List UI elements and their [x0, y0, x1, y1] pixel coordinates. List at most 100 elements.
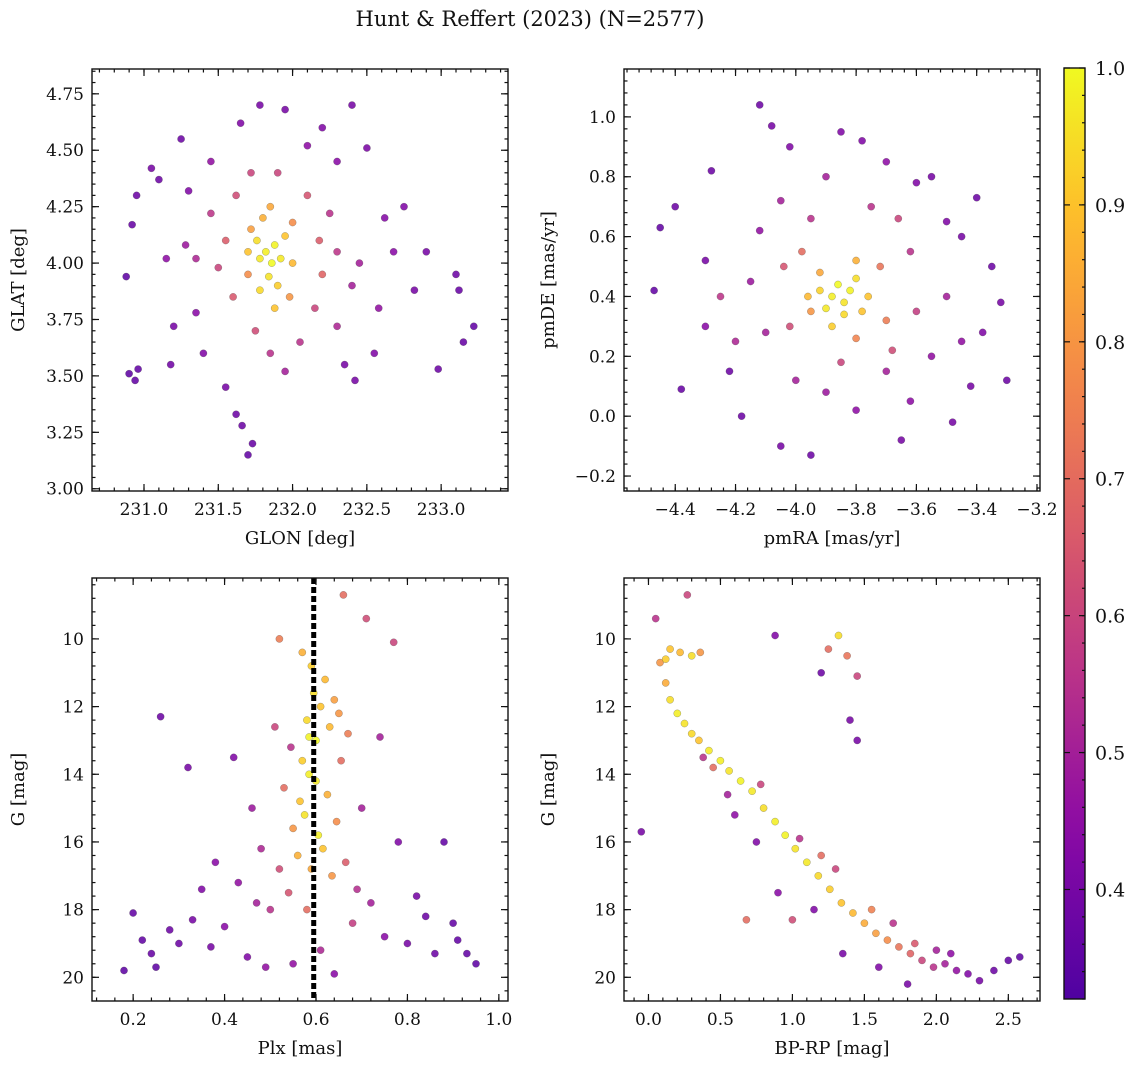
- scatter-point: [330, 970, 339, 978]
- scatter-points: [122, 101, 478, 459]
- scatter-point: [889, 919, 898, 928]
- y-tick-label: 0.0: [589, 407, 616, 427]
- y-tick-label: 3.75: [46, 310, 84, 330]
- scatter-point: [838, 949, 847, 958]
- scatter-point: [337, 756, 345, 765]
- y-tick-label: 4.75: [46, 85, 84, 105]
- scatter-point: [785, 322, 794, 331]
- scatter-point: [846, 286, 854, 295]
- y-tick-label: 12: [594, 698, 616, 718]
- scatter-point: [699, 753, 708, 762]
- scatter-point: [705, 746, 713, 755]
- scatter-point: [207, 209, 215, 218]
- scatter-point: [736, 777, 745, 785]
- scatter-point: [1002, 376, 1011, 385]
- y-axis-label: pmDE [mas/yr]: [538, 211, 559, 349]
- scatter-point: [335, 709, 343, 718]
- scatter-point: [761, 328, 770, 337]
- x-tick-label: 0.4: [211, 1010, 238, 1030]
- scatter-point: [941, 959, 949, 968]
- scatter-point: [311, 304, 319, 313]
- x-tick-label: 0.6: [302, 1010, 329, 1030]
- scatter-point: [353, 885, 361, 894]
- y-tick-label: 18: [594, 901, 616, 921]
- scatter-point: [220, 922, 229, 931]
- scatter-point: [791, 376, 800, 385]
- scatter-point: [687, 651, 696, 660]
- scatter-point: [264, 272, 273, 281]
- scatter-point: [661, 679, 670, 687]
- scatter-point: [716, 292, 725, 301]
- scatter-point: [259, 214, 267, 222]
- scatter-point: [895, 943, 903, 951]
- x-tick-label: 231.0: [120, 500, 169, 520]
- scatter-point: [651, 614, 660, 623]
- scatter-point: [966, 382, 975, 391]
- y-tick-label: 1.0: [589, 108, 616, 128]
- x-tick-label: −4.0: [775, 500, 816, 520]
- scatter-point: [325, 723, 334, 731]
- y-tick-label: 18: [62, 901, 84, 921]
- scatter-point: [333, 157, 341, 166]
- scatter-point: [339, 591, 348, 599]
- scatter-point: [155, 175, 163, 184]
- scatter-point: [918, 956, 926, 965]
- y-tick-label: 4.50: [46, 141, 84, 161]
- scatter-point: [351, 376, 359, 385]
- scatter-point: [355, 259, 364, 267]
- scatter-point: [321, 675, 329, 684]
- scatter-point: [807, 307, 815, 316]
- scatter-point: [232, 410, 240, 419]
- colorbar-tick-label: 0.8: [1095, 332, 1125, 354]
- scatter-point: [410, 286, 419, 295]
- y-tick-label: 4.25: [46, 198, 84, 218]
- scatter-point: [912, 307, 921, 316]
- scatter-point: [147, 949, 156, 958]
- scatter-point: [152, 963, 160, 972]
- scatter-point: [828, 292, 836, 301]
- scatter-point: [328, 871, 336, 880]
- scatter-point: [318, 123, 327, 132]
- scatter-point: [852, 334, 860, 343]
- scatter-point: [394, 838, 403, 846]
- panel-cmd: 0.0 0.5 1.0 1.5 2.0 2.5 10 12 14 16 18 20 BP-RP [mag…: [538, 577, 1041, 1059]
- scatter-point: [816, 286, 824, 295]
- scatter-point: [243, 953, 252, 961]
- scatter-point: [261, 247, 270, 256]
- scatter-point: [673, 709, 682, 718]
- scatter-point: [281, 232, 289, 240]
- scatter-point: [181, 241, 190, 249]
- scatter-point: [788, 915, 797, 924]
- scatter-point: [248, 439, 257, 448]
- x-tick-label: −3.4: [956, 500, 997, 520]
- panel-glon-glat: 231.0 231.5 232.0 232.5 233.0 3.00 3.25 3.50 3.7…: [8, 68, 509, 549]
- scatter-point: [810, 905, 818, 914]
- scatter-point: [266, 905, 275, 914]
- scatter-point: [776, 196, 785, 205]
- scatter-point: [422, 247, 431, 256]
- scatter-point: [752, 838, 761, 846]
- scatter-point: [298, 648, 307, 657]
- scatter-point: [192, 308, 200, 317]
- y-tick-label: 0.2: [589, 347, 616, 367]
- scatter-point: [888, 346, 897, 355]
- scatter-point: [323, 790, 332, 799]
- scatter-point: [834, 631, 843, 640]
- y-axis-label: GLAT [deg]: [8, 228, 29, 332]
- scatter-point: [192, 254, 200, 263]
- scatter-point: [814, 871, 823, 880]
- scatter-point: [270, 304, 279, 313]
- scatter-point: [987, 262, 996, 271]
- x-axis-label: GLON [deg]: [245, 528, 355, 549]
- scatter-point: [817, 851, 826, 860]
- scatter-point: [271, 723, 279, 731]
- scatter-point: [802, 858, 811, 867]
- scatter-point: [316, 702, 325, 711]
- scatter-point: [948, 418, 957, 427]
- scatter-point: [296, 797, 304, 806]
- scatter-point: [199, 349, 208, 358]
- scatter-point: [270, 241, 279, 249]
- scatter-point: [791, 844, 800, 853]
- scatter-point: [330, 695, 339, 704]
- scatter-point: [400, 202, 408, 211]
